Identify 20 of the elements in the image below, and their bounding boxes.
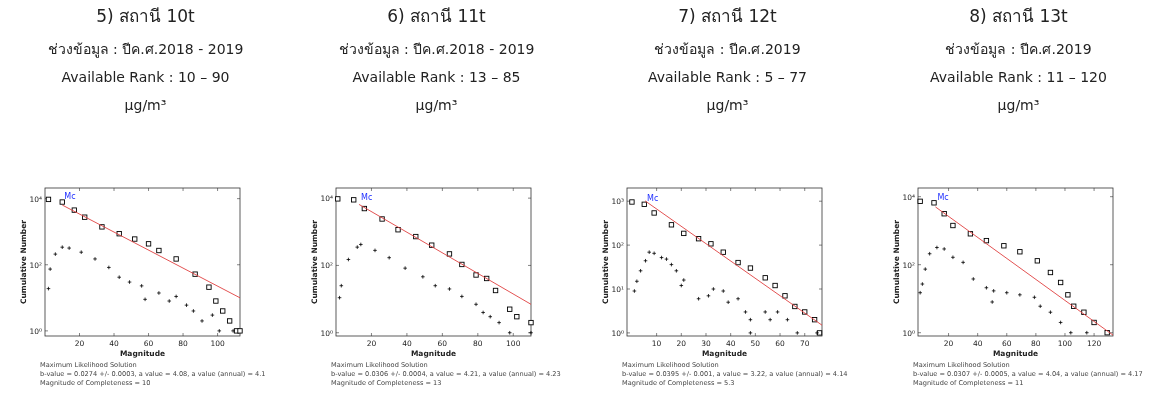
annotation: Mc: [647, 194, 659, 204]
chart-subtitle: ช่วงข้อมูล : ปีค.ศ.2019: [654, 41, 801, 58]
chart-title: 6) สถานี 11t: [387, 6, 487, 26]
chart-title: 8) สถานี 13t: [969, 6, 1069, 26]
text: Available Rank : 13 – 85: [352, 69, 521, 85]
chart-title: 7) สถานี 12t: [678, 6, 778, 26]
chart-subtitle: ช่วงข้อมูล : ปีค.ศ.2019: [945, 41, 1092, 58]
chart-subtitle: ช่วงข้อมูล : ปีค.ศ.2018 - 2019: [47, 41, 244, 58]
chart-title: 5) สถานี 10t: [96, 6, 196, 26]
text: µg/m³: [124, 97, 167, 113]
annotation: Mc: [361, 193, 373, 203]
chart-subtitle: ช่วงข้อมูล : ปีค.ศ.2018 - 2019: [338, 41, 535, 58]
text: µg/m³: [415, 97, 458, 113]
text: µg/m³: [997, 97, 1040, 113]
text: Available Rank : 10 – 90: [61, 69, 230, 85]
text: Available Rank : 5 – 77: [647, 69, 808, 85]
text: µg/m³: [706, 97, 749, 113]
annotation: Mc: [64, 192, 76, 202]
annotation: Mc: [937, 193, 949, 203]
text: Available Rank : 11 – 120: [930, 69, 1107, 85]
